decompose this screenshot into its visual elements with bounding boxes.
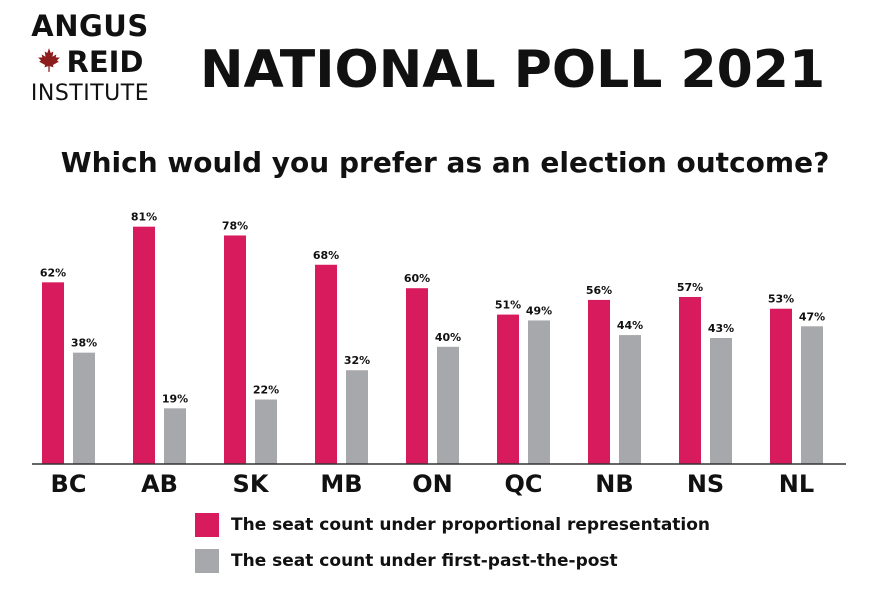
category-label-ab: AB <box>141 470 178 498</box>
bar-bc-fptp <box>73 352 95 464</box>
data-label-mb-proportional: 68% <box>313 249 339 262</box>
bar-qc-fptp <box>528 320 550 464</box>
bar-qc-proportional <box>497 314 519 464</box>
angus-reid-logo: ANGUS REID INSTITUTE <box>20 12 160 105</box>
chart-title: Which would you prefer as an election ou… <box>60 146 830 179</box>
category-label-mb: MB <box>320 470 362 498</box>
bar-sk-fptp <box>255 399 277 464</box>
data-label-ns-proportional: 57% <box>677 281 703 294</box>
maple-leaf-icon <box>36 47 62 77</box>
bar-on-proportional <box>406 288 428 464</box>
legend-label-proportional: The seat count under proportional repres… <box>231 515 711 535</box>
data-label-mb-fptp: 32% <box>344 354 370 367</box>
bar-sk-proportional <box>224 235 246 464</box>
data-label-sk-fptp: 22% <box>253 384 279 397</box>
category-label-qc: QC <box>504 470 542 498</box>
bar-ns-fptp <box>710 338 732 464</box>
bar-bc-proportional <box>42 282 64 464</box>
category-label-on: ON <box>412 470 453 498</box>
data-label-nl-fptp: 47% <box>799 310 825 323</box>
logo-reid-row: REID <box>20 45 160 79</box>
category-label-bc: BC <box>51 470 87 498</box>
data-label-nl-proportional: 53% <box>768 293 794 306</box>
category-label-nb: NB <box>595 470 633 498</box>
bar-nl-proportional <box>770 308 792 464</box>
data-label-qc-proportional: 51% <box>495 299 521 312</box>
legend-swatch-fptp <box>195 549 219 573</box>
data-label-ab-fptp: 19% <box>162 392 188 405</box>
data-label-qc-fptp: 49% <box>526 304 552 317</box>
data-label-ab-proportional: 81% <box>131 211 157 224</box>
bar-on-fptp <box>437 346 459 464</box>
bar-nb-proportional <box>588 299 610 464</box>
data-label-nb-proportional: 56% <box>586 284 612 297</box>
legend-label-fptp: The seat count under first-past-the-post <box>231 551 618 571</box>
bar-ab-proportional <box>133 226 155 464</box>
bar-ab-fptp <box>164 408 186 464</box>
data-label-bc-fptp: 38% <box>71 337 97 350</box>
chart-legend: The seat count under proportional repres… <box>195 512 710 584</box>
logo-text-institute: INSTITUTE <box>30 81 150 106</box>
data-label-on-fptp: 40% <box>435 331 461 344</box>
data-label-nb-fptp: 44% <box>617 319 643 332</box>
bar-ns-proportional <box>679 296 701 464</box>
data-label-ns-fptp: 43% <box>708 322 734 335</box>
data-label-sk-proportional: 78% <box>222 219 248 232</box>
bar-mb-fptp <box>346 370 368 464</box>
logo-text-angus: ANGUS <box>31 9 149 43</box>
logo-text-reid: REID <box>66 45 144 79</box>
legend-item-fptp: The seat count under first-past-the-post <box>195 548 710 574</box>
legend-swatch-proportional <box>195 513 219 537</box>
category-label-nl: NL <box>779 470 814 498</box>
category-label-ns: NS <box>687 470 724 498</box>
data-label-bc-proportional: 62% <box>40 266 66 279</box>
bar-nb-fptp <box>619 335 641 464</box>
page-title: NATIONAL POLL 2021 <box>200 40 826 100</box>
data-label-on-proportional: 60% <box>404 272 430 285</box>
bar-nl-fptp <box>801 326 823 464</box>
bar-mb-proportional <box>315 264 337 464</box>
legend-item-proportional: The seat count under proportional repres… <box>195 512 710 538</box>
category-label-sk: SK <box>233 470 270 498</box>
